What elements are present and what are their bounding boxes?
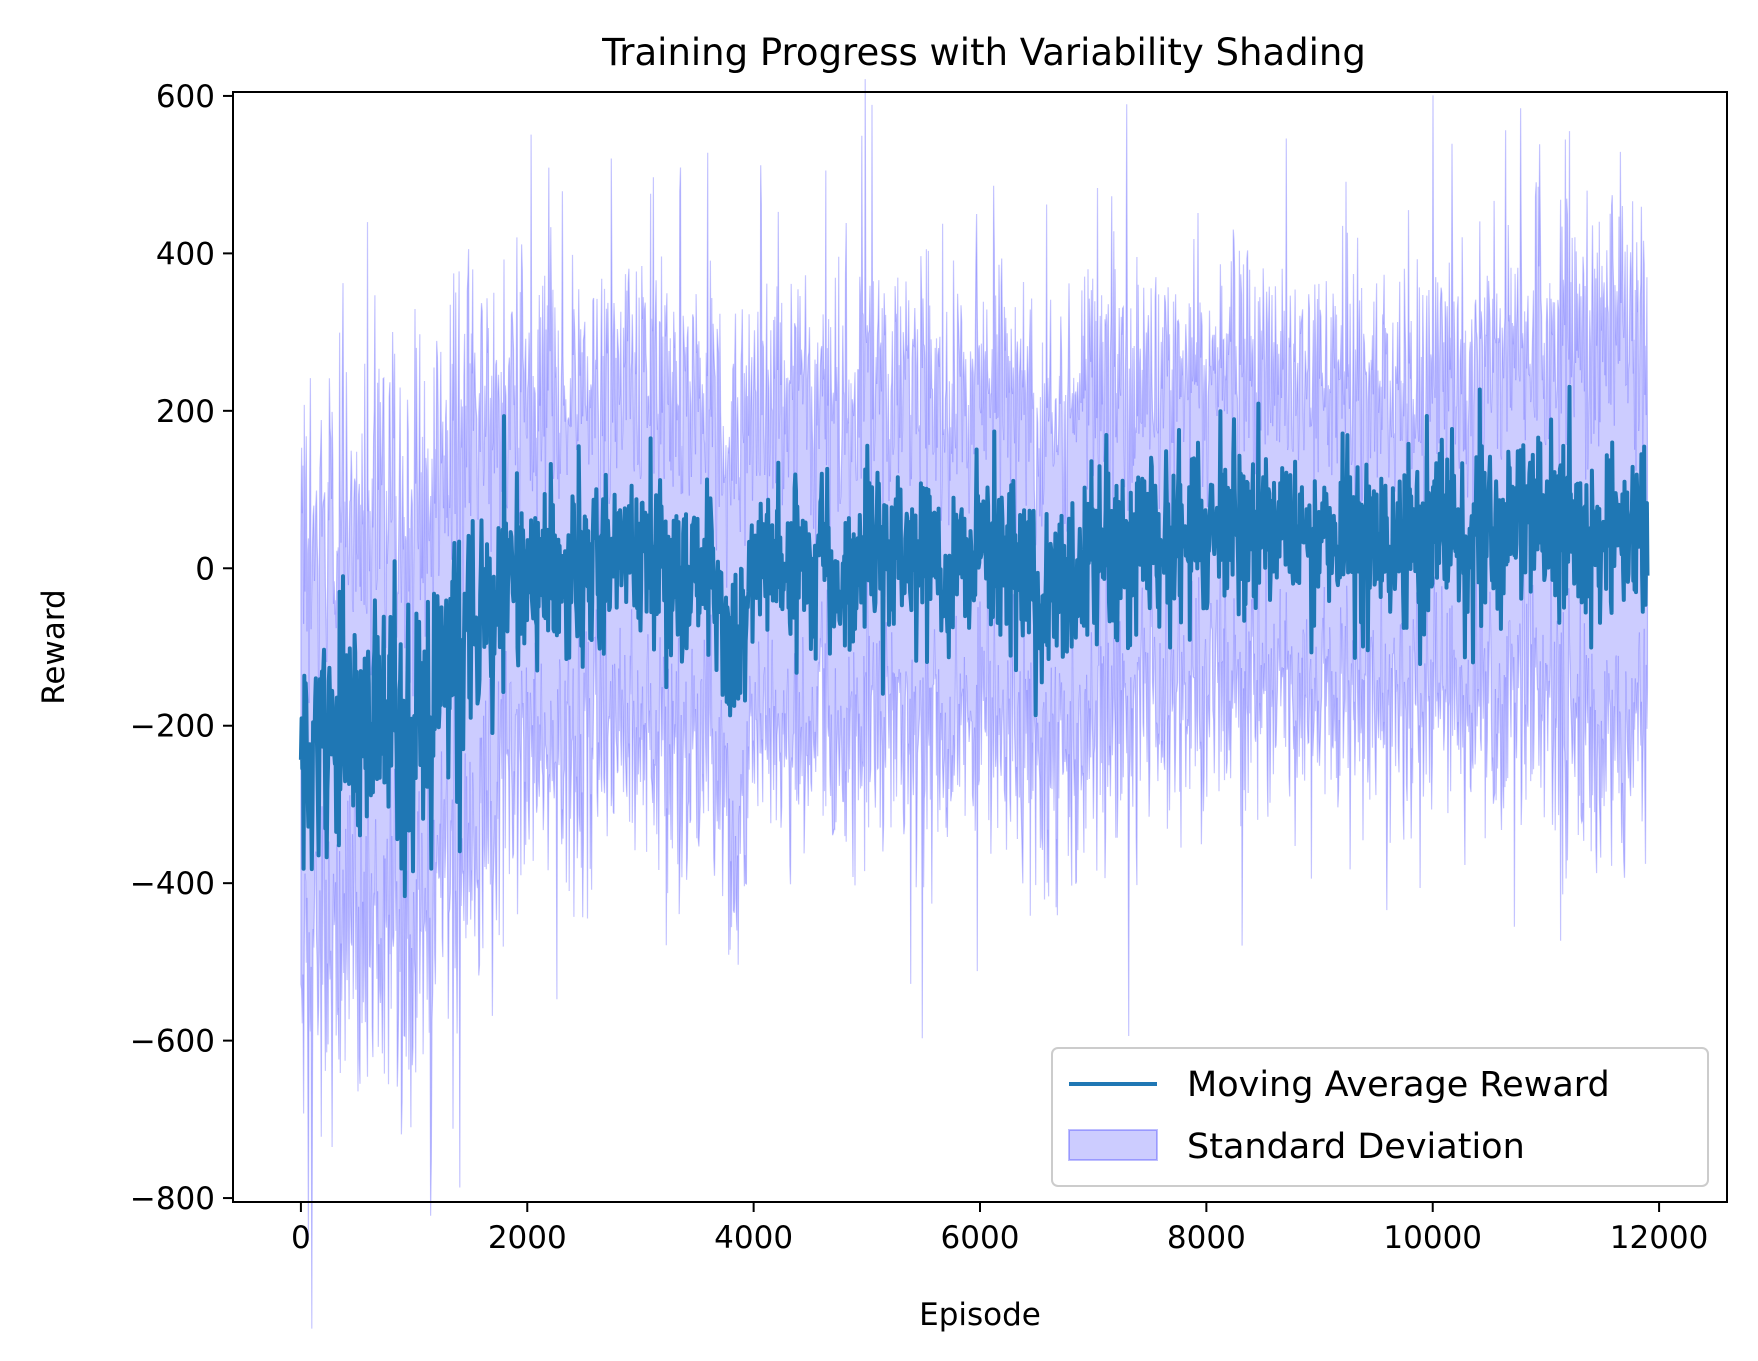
x-tick-label: 4000 bbox=[714, 1220, 793, 1256]
legend-label-moving-average: Moving Average Reward bbox=[1187, 1065, 1610, 1105]
x-tick-label: 6000 bbox=[941, 1220, 1020, 1256]
x-tick-label: 2000 bbox=[488, 1220, 567, 1256]
y-tick-label: −400 bbox=[130, 866, 215, 902]
legend-label-standard-deviation: Standard Deviation bbox=[1187, 1127, 1525, 1167]
std-deviation-band bbox=[300, 79, 1649, 1329]
x-tick-label: 12000 bbox=[1610, 1220, 1709, 1256]
y-tick-label: −600 bbox=[130, 1024, 215, 1060]
y-tick-label: 400 bbox=[156, 236, 215, 272]
y-axis-label: Reward bbox=[36, 589, 72, 704]
y-tick-label: 200 bbox=[156, 394, 215, 430]
x-tick-label: 10000 bbox=[1383, 1220, 1482, 1256]
x-tick-label: 8000 bbox=[1167, 1220, 1246, 1256]
x-axis-ticks: 0 2000 4000 6000 8000 10000 12000 bbox=[291, 1202, 1708, 1256]
moving-average-line bbox=[298, 384, 1650, 899]
y-axis-ticks: −800 −600 −400 −200 0 200 400 600 bbox=[130, 79, 233, 1217]
y-tick-label: 0 bbox=[195, 551, 215, 587]
y-tick-label: −800 bbox=[130, 1181, 215, 1217]
y-tick-label: 600 bbox=[156, 79, 215, 115]
legend-band-swatch bbox=[1068, 1129, 1158, 1161]
legend: Moving Average Reward Standard Deviation bbox=[1051, 1047, 1709, 1187]
x-tick-label: 0 bbox=[291, 1220, 311, 1256]
moving-average-layer bbox=[298, 384, 1650, 899]
plot-area bbox=[298, 79, 1650, 1329]
y-tick-label: −200 bbox=[130, 709, 215, 745]
std-band-layer bbox=[300, 79, 1649, 1329]
x-axis-label: Episode bbox=[919, 1297, 1041, 1333]
chart-title: Training Progress with Variability Shadi… bbox=[601, 31, 1366, 74]
legend-box bbox=[1051, 1047, 1709, 1187]
